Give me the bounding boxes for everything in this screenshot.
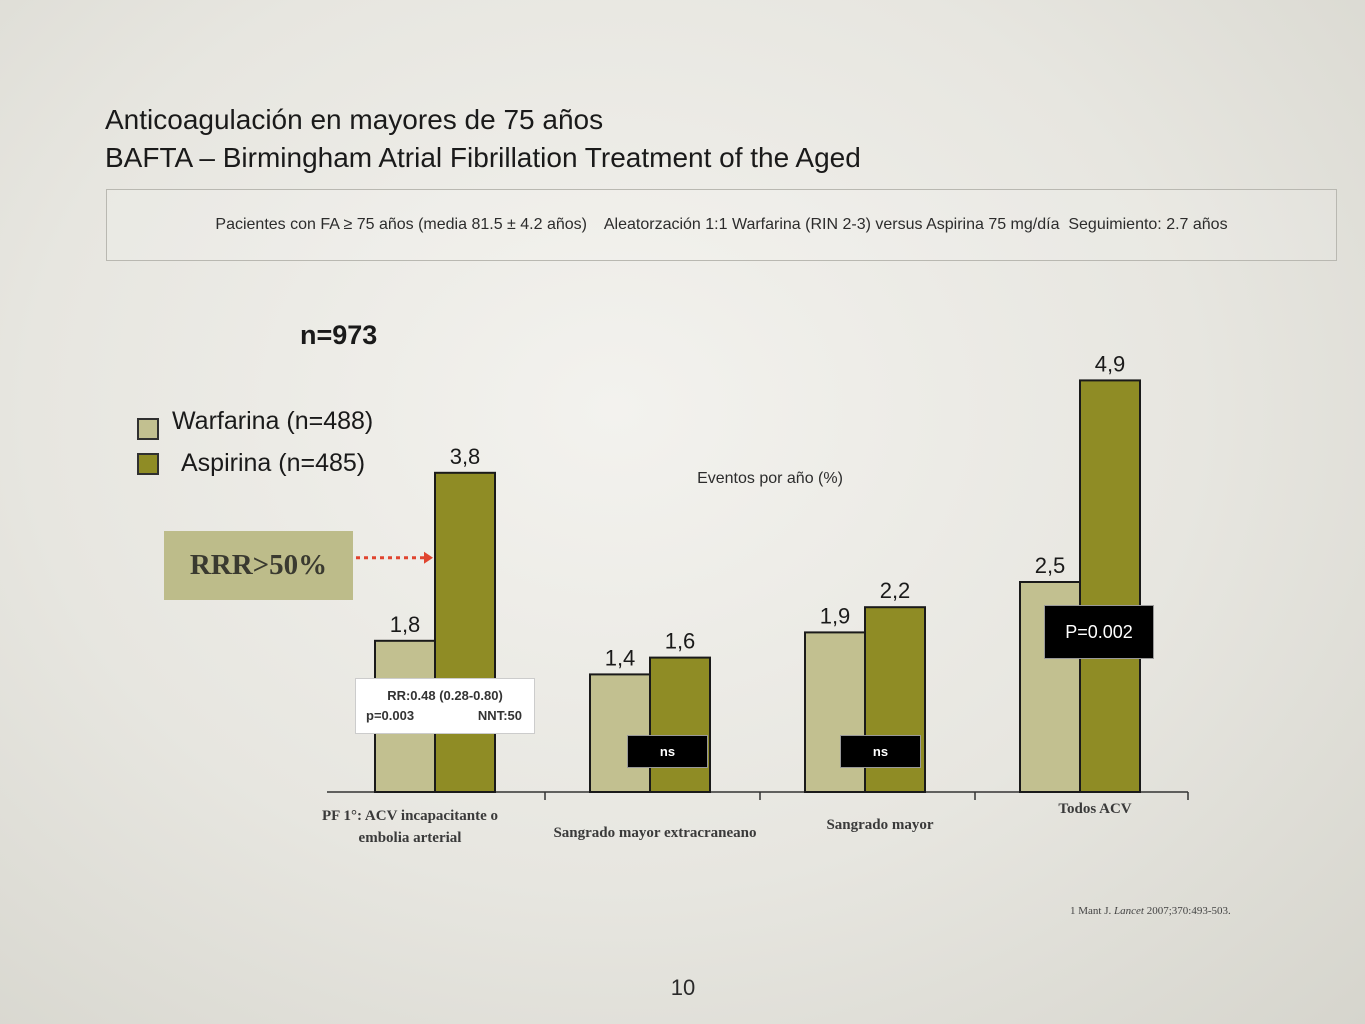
slide-title-line2: BAFTA – Birmingham Atrial Fibrillation T…: [105, 142, 861, 173]
relative-risk-box: RR:0.48 (0.28-0.80) p=0.003 NNT:50: [355, 678, 535, 734]
category-label-0: PF 1°: ACV incapacitante o embolia arter…: [270, 805, 550, 849]
bar-value-label-warfarina-0: 1,8: [390, 612, 421, 637]
page-number: 10: [670, 975, 696, 1000]
study-info-box: Pacientes con FA ≥ 75 años (media 81.5 ±…: [106, 189, 1337, 261]
nnt-value: NNT:50: [477, 708, 522, 723]
p-value-badge: P=0.002: [1044, 605, 1154, 659]
bar-aspirina-3: [1079, 379, 1141, 793]
bar-value-label-aspirina-3: 4,9: [1095, 351, 1126, 376]
category-label-3: Todos ACV: [1058, 801, 1132, 817]
bar-value-label-aspirina-0: 3,8: [450, 444, 481, 469]
bar-value-label-warfarina-3: 2,5: [1035, 553, 1066, 578]
reference-rest: 2007;370:493-503.: [1143, 905, 1231, 917]
relative-risk-value: RR:0.48 (0.28-0.80): [387, 688, 503, 703]
reference-prefix: 1 Mant J.: [1070, 905, 1114, 917]
legend-swatch-aspirina: [137, 453, 159, 475]
legend-swatch-warfarina: [137, 418, 159, 440]
rrr-badge: RRR>50%: [164, 531, 353, 600]
category-label-2: Sangrado mayor: [826, 817, 934, 833]
bar-warfarina-1: [589, 673, 651, 794]
slide-title-line1: Anticoagulación en mayores de 75 años: [105, 104, 604, 135]
category-label-1: Sangrado mayor extracraneano: [553, 825, 757, 841]
legend-label-aspirina: Aspirina (n=485): [181, 449, 366, 477]
bar-value-label-aspirina-2: 2,2: [880, 578, 911, 603]
reference-citation: 1 Mant J. Lancet 2007;370:493-503.: [1070, 905, 1231, 917]
sample-size-label: n=973: [300, 320, 378, 350]
category-label-0-line1: PF 1°: ACV incapacitante o: [322, 808, 498, 824]
legend-label-warfarina: Warfarina (n=488): [172, 407, 374, 435]
category-label-0-line2: embolia arterial: [358, 830, 462, 846]
relative-risk-p-value: p=0.003: [366, 708, 415, 723]
bar-warfarina-2: [804, 631, 866, 794]
bar-value-label-warfarina-2: 1,9: [820, 603, 851, 628]
rrr-arrow-head: [424, 551, 433, 564]
bar-value-label-aspirina-1: 1,6: [665, 629, 696, 654]
bar-value-label-warfarina-1: 1,4: [605, 645, 636, 670]
rrr-text: RRR>50%: [189, 549, 328, 581]
ns-badge-extracranial: ns: [627, 735, 708, 768]
reference-journal: Lancet: [1114, 905, 1144, 917]
bar-aspirina-1: [649, 656, 711, 793]
study-info-text: Pacientes con FA ≥ 75 años (media 81.5 ±…: [215, 216, 1228, 233]
ns-badge-major-bleeding: ns: [840, 735, 921, 768]
bar-aspirina-0: [434, 471, 496, 793]
y-axis-label: Eventos por año (%): [697, 470, 843, 487]
